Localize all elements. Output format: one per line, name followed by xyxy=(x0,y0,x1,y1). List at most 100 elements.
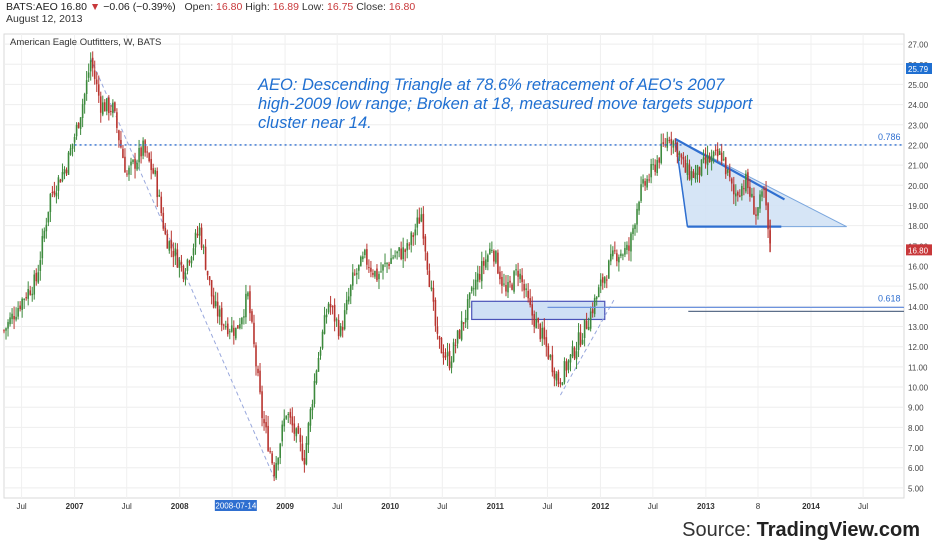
candle-body xyxy=(196,233,199,236)
candle-body xyxy=(547,345,550,359)
candle-body xyxy=(222,324,225,326)
candle-body xyxy=(728,170,731,178)
x-tick-label: 2009 xyxy=(276,502,294,511)
candle-body xyxy=(632,228,634,234)
candle-body xyxy=(533,314,536,327)
candle-body xyxy=(148,153,150,162)
candle-body xyxy=(184,273,187,281)
candle-body xyxy=(29,290,32,295)
candle-body xyxy=(39,260,42,271)
candle-body xyxy=(45,224,48,232)
candle-body xyxy=(575,351,578,360)
candle-body xyxy=(436,326,439,334)
candle-body xyxy=(682,157,685,160)
candle-body xyxy=(59,179,62,183)
candle-body xyxy=(747,172,749,189)
candle-body xyxy=(763,189,765,191)
fib-badge xyxy=(906,62,932,74)
candle-body xyxy=(220,307,223,326)
y-tick-label: 7.00 xyxy=(908,444,924,453)
candle-body xyxy=(706,155,709,166)
candle-body xyxy=(555,373,558,381)
candle-body xyxy=(634,224,636,230)
y-tick-label: 12.00 xyxy=(908,343,929,352)
candle-body xyxy=(114,102,116,111)
candle-body xyxy=(503,283,505,285)
candle-body xyxy=(470,287,473,292)
candle-body xyxy=(630,233,632,252)
candle-body xyxy=(67,152,70,175)
candle-body xyxy=(714,149,717,151)
candle-body xyxy=(702,157,705,160)
candle-body xyxy=(741,186,743,196)
candle-body xyxy=(353,273,356,275)
candle-body xyxy=(529,298,531,305)
candle-body xyxy=(757,207,759,216)
candle-body xyxy=(446,352,449,357)
candle-body xyxy=(767,203,769,230)
candle-body xyxy=(668,140,671,142)
candle-body xyxy=(666,138,669,148)
candle-body xyxy=(603,277,606,284)
candle-body xyxy=(376,268,378,281)
cursor-date-badge xyxy=(214,500,257,511)
candle-body xyxy=(293,423,296,434)
candle-body xyxy=(251,311,253,322)
candle-body xyxy=(295,428,298,437)
candle-body xyxy=(231,325,233,332)
candle-body xyxy=(438,336,441,340)
candle-body xyxy=(605,279,608,281)
candle-body xyxy=(491,249,493,251)
candle-body xyxy=(351,272,354,286)
candle-body xyxy=(174,248,177,256)
candle-body xyxy=(53,190,56,195)
candle-body xyxy=(285,415,288,419)
candle-body xyxy=(156,170,159,198)
candle-body xyxy=(75,124,78,137)
candle-body xyxy=(271,453,273,464)
candle-body xyxy=(122,148,124,158)
candle-body xyxy=(325,314,328,318)
candle-body xyxy=(101,102,104,115)
symbol-header: BATS:AEO 16.80 ▼ −0.06 (−0.39%) Open: 16… xyxy=(6,1,415,13)
candle-body xyxy=(678,152,681,155)
x-tick-label: 2013 xyxy=(697,502,715,511)
candle-body xyxy=(499,271,501,280)
candle-body xyxy=(41,236,44,259)
candle-body xyxy=(182,265,185,279)
candle-body xyxy=(267,425,269,451)
candle-body xyxy=(674,143,677,145)
x-tick-label: 2010 xyxy=(381,502,399,511)
candle-body xyxy=(589,311,592,329)
candle-body xyxy=(333,304,336,322)
candle-body xyxy=(591,309,594,314)
candle-body xyxy=(718,151,721,156)
candle-body xyxy=(79,117,82,129)
candle-body xyxy=(71,143,74,149)
candle-body xyxy=(9,317,11,325)
candle-body xyxy=(335,319,338,321)
candle-body xyxy=(608,260,610,279)
candle-body xyxy=(450,361,453,368)
candle-body xyxy=(567,360,570,370)
low-value: 16.75 xyxy=(327,1,354,13)
symbol-label: BATS:AEO xyxy=(6,1,58,13)
candle-body xyxy=(144,140,146,153)
candle-body xyxy=(541,327,544,339)
candle-body xyxy=(200,227,203,248)
candle-body xyxy=(366,249,368,265)
candle-body xyxy=(646,178,648,188)
candle-body xyxy=(347,296,350,302)
price-chart[interactable]: 5.00 6.00 7.00 8.00 9.00 10.00 11.00 12.00 13.00… xyxy=(0,28,932,514)
candle-body xyxy=(194,232,197,248)
candle-body xyxy=(561,382,564,386)
candle-body xyxy=(279,443,281,459)
candle-body xyxy=(523,284,525,291)
y-tick-label: 15.00 xyxy=(908,283,929,292)
candle-body xyxy=(392,257,394,259)
candle-body xyxy=(593,297,596,315)
candle-body xyxy=(13,315,15,320)
candle-body xyxy=(476,273,479,282)
candle-body xyxy=(188,261,191,263)
y-tick-label: 18.00 xyxy=(908,222,929,231)
